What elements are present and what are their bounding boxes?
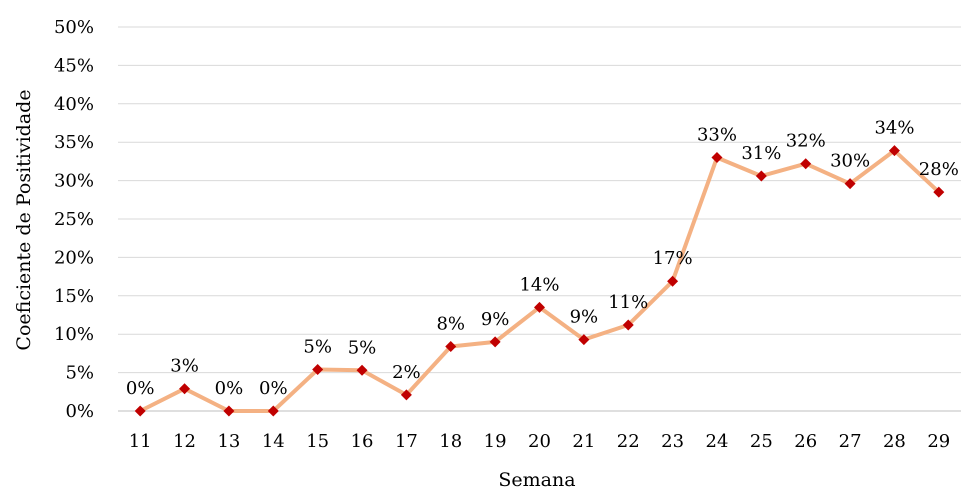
y-tick-label: 10% bbox=[54, 324, 94, 345]
y-tick-label: 35% bbox=[54, 132, 94, 153]
y-axis-ticks: 0% 5% 10% 15% 20% 25% 30% 35% 40% 45% 50% bbox=[54, 17, 94, 422]
data-point bbox=[844, 178, 856, 190]
data-point bbox=[534, 301, 545, 313]
x-tick-label: 19 bbox=[484, 431, 507, 452]
data-point bbox=[356, 364, 368, 376]
data-point bbox=[489, 336, 501, 348]
x-tick-label: 11 bbox=[129, 431, 152, 452]
y-tick-label: 30% bbox=[54, 171, 94, 192]
data-point bbox=[755, 170, 767, 182]
data-point bbox=[312, 364, 324, 376]
data-label: 0% bbox=[259, 378, 288, 399]
y-tick-label: 5% bbox=[65, 363, 94, 384]
y-tick-label: 15% bbox=[54, 286, 94, 307]
data-label: 3% bbox=[170, 356, 199, 377]
x-tick-label: 14 bbox=[262, 431, 285, 452]
x-tick-label: 21 bbox=[572, 431, 595, 452]
data-label: 8% bbox=[436, 313, 465, 334]
x-axis-ticks: 11 12 13 14 15 16 17 18 19 20 21 22 23 24 25 26 27 28 29 bbox=[129, 431, 951, 452]
y-tick-label: 50% bbox=[54, 17, 94, 38]
y-tick-label: 25% bbox=[54, 209, 94, 230]
data-point bbox=[711, 152, 723, 164]
data-label: 30% bbox=[830, 151, 870, 172]
y-tick-label: 0% bbox=[65, 401, 94, 422]
data-point bbox=[179, 383, 191, 395]
x-tick-label: 22 bbox=[617, 431, 640, 452]
data-label: 11% bbox=[608, 292, 648, 313]
data-label: 31% bbox=[741, 143, 781, 164]
x-tick-label: 16 bbox=[351, 431, 374, 452]
data-point bbox=[888, 145, 900, 157]
data-point bbox=[933, 186, 945, 198]
x-axis-title: Semana bbox=[498, 469, 575, 490]
y-tick-label: 20% bbox=[54, 247, 94, 268]
x-tick-label: 24 bbox=[706, 431, 729, 452]
data-label: 5% bbox=[303, 337, 332, 358]
data-point bbox=[267, 405, 279, 417]
data-point bbox=[578, 334, 590, 346]
data-label: 34% bbox=[874, 118, 914, 139]
data-point bbox=[800, 158, 812, 170]
x-tick-label: 28 bbox=[883, 431, 906, 452]
x-tick-label: 20 bbox=[528, 431, 551, 452]
x-tick-label: 27 bbox=[839, 431, 862, 452]
x-tick-label: 12 bbox=[173, 431, 196, 452]
data-label: 9% bbox=[570, 307, 599, 328]
gridlines bbox=[118, 26, 961, 412]
data-label: 2% bbox=[392, 362, 421, 383]
data-label: 33% bbox=[697, 125, 737, 146]
x-tick-label: 29 bbox=[927, 431, 950, 452]
data-label: 14% bbox=[519, 274, 559, 295]
data-label: 28% bbox=[919, 159, 959, 180]
x-tick-label: 17 bbox=[395, 431, 418, 452]
x-tick-label: 26 bbox=[794, 431, 817, 452]
data-label: 17% bbox=[653, 248, 693, 269]
data-point bbox=[622, 319, 634, 331]
series-markers bbox=[134, 145, 945, 417]
x-tick-label: 23 bbox=[661, 431, 684, 452]
y-tick-label: 40% bbox=[54, 94, 94, 115]
data-label: 5% bbox=[348, 337, 377, 358]
data-point bbox=[445, 340, 457, 352]
data-point bbox=[134, 405, 146, 417]
data-label: 0% bbox=[215, 378, 244, 399]
data-point bbox=[223, 405, 235, 417]
data-label: 32% bbox=[786, 131, 826, 152]
data-point bbox=[667, 275, 679, 287]
x-tick-label: 25 bbox=[750, 431, 773, 452]
x-tick-label: 18 bbox=[439, 431, 462, 452]
data-label: 0% bbox=[126, 378, 155, 399]
x-tick-label: 15 bbox=[306, 431, 329, 452]
y-tick-label: 45% bbox=[54, 55, 94, 76]
y-axis-title: Coeficiente de Positividade bbox=[13, 89, 35, 350]
data-point bbox=[400, 389, 412, 401]
data-label: 9% bbox=[481, 309, 510, 330]
data-labels: 0% 3% 0% 0% 5% 5% 2% 8% 9% 14% 9% 11% 17% 33%31%32%30… bbox=[126, 118, 959, 399]
x-tick-label: 13 bbox=[217, 431, 240, 452]
